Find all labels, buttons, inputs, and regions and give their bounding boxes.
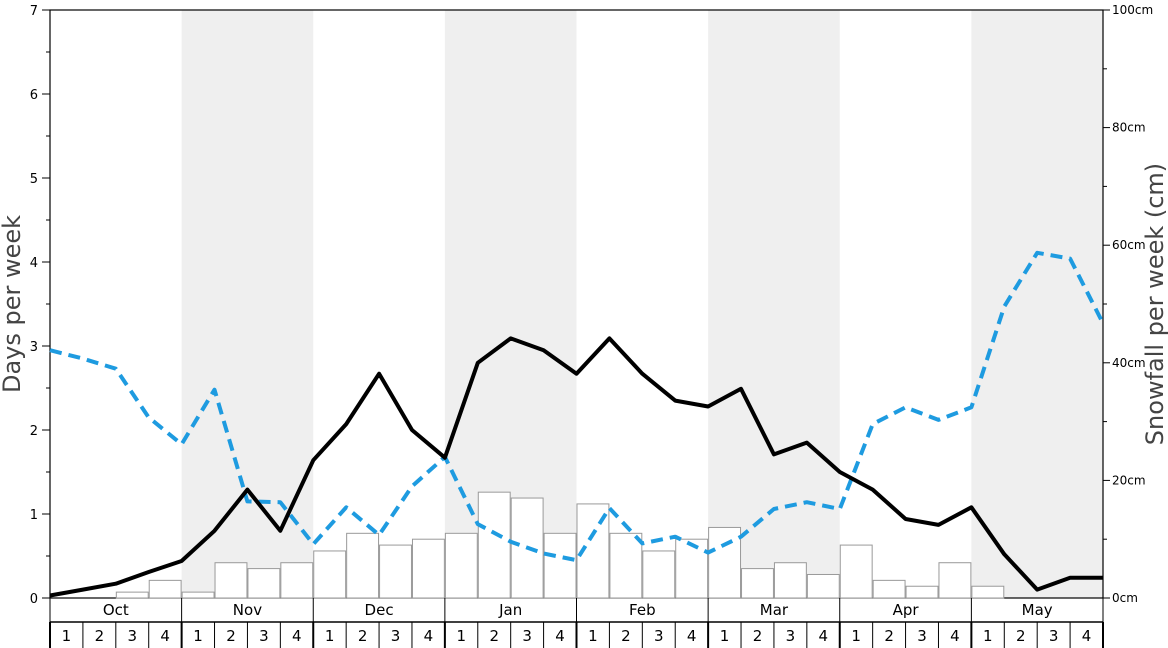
week-label: 3 — [259, 627, 269, 645]
right-tick-label: 20cm — [1112, 473, 1146, 487]
snowfall-bar — [444, 532, 478, 599]
month-label-apr: Apr — [893, 601, 920, 619]
snowfall-bar — [411, 538, 445, 599]
left-tick-label: 0 — [30, 592, 38, 607]
week-label: 2 — [621, 627, 631, 645]
series-lines — [49, 250, 1105, 598]
week-label: 4 — [819, 627, 829, 645]
snowfall-bar — [543, 532, 577, 599]
week-label: 3 — [654, 627, 664, 645]
snowfall-bar — [806, 573, 840, 599]
right-tick-label: 0cm — [1112, 591, 1138, 605]
month-label-may: May — [1022, 601, 1053, 619]
week-label: 1 — [588, 627, 598, 645]
week-label: 2 — [1016, 627, 1026, 645]
right-axis-title: Snowfall per week (cm) — [1141, 163, 1168, 445]
week-label: 4 — [424, 627, 434, 645]
week-label: 3 — [917, 627, 927, 645]
week-label: 2 — [753, 627, 763, 645]
week-label: 2 — [226, 627, 236, 645]
week-label: 4 — [950, 627, 960, 645]
month-axis: Oct Nov Dec Jan Feb Mar Apr May — [49, 598, 1104, 622]
month-label-feb: Feb — [629, 601, 656, 619]
snowfall-bar — [872, 579, 906, 599]
week-label: 3 — [522, 627, 532, 645]
snowfall-bar — [773, 562, 807, 599]
week-label: 4 — [1082, 627, 1092, 645]
snowfall-bar — [148, 579, 182, 599]
month-label-jan: Jan — [498, 601, 522, 619]
left-axis-title: Days per week — [0, 215, 26, 393]
week-label: 1 — [193, 627, 203, 645]
black-solid-line — [49, 336, 1103, 598]
snowfall-bar — [905, 585, 939, 599]
left-tick-label: 1 — [30, 508, 38, 523]
snowfall-bar — [642, 550, 676, 599]
week-label: 4 — [687, 627, 697, 645]
left-axis: 0 1 2 3 4 5 6 7 — [30, 4, 50, 607]
left-tick-label: 4 — [30, 256, 38, 271]
week-label: 2 — [884, 627, 894, 645]
left-tick-label: 5 — [30, 172, 38, 187]
left-tick-label: 7 — [30, 4, 38, 19]
week-label: 1 — [62, 627, 72, 645]
shaded-month-bands — [181, 10, 1103, 598]
week-label: 4 — [555, 627, 565, 645]
week-label: 2 — [489, 627, 499, 645]
right-tick-label: 60cm — [1112, 238, 1146, 252]
right-tick-label: 100cm — [1112, 3, 1153, 17]
snowfall-bar — [675, 538, 709, 599]
week-label: 1 — [457, 627, 467, 645]
snowfall-bar — [971, 585, 1005, 599]
snowfall-bar — [181, 591, 215, 599]
snowfall-bar — [115, 591, 149, 599]
snowfall-bar — [938, 562, 972, 599]
week-label: 2 — [358, 627, 368, 645]
right-axis: 0cm 20cm 40cm 60cm 80cm 100cm — [1103, 3, 1153, 605]
snowfall-bar — [214, 562, 248, 599]
month-label-mar: Mar — [760, 601, 789, 619]
snowfall-bar — [280, 562, 314, 599]
right-tick-label: 40cm — [1112, 356, 1146, 370]
week-label: 1 — [851, 627, 861, 645]
week-label: 1 — [983, 627, 993, 645]
week-label: 4 — [160, 627, 170, 645]
left-tick-label: 6 — [30, 88, 38, 103]
snowfall-bar — [839, 544, 873, 599]
snowfall-bar — [247, 568, 281, 599]
left-tick-label: 2 — [30, 424, 38, 439]
month-label-oct: Oct — [103, 601, 129, 619]
month-label-dec: Dec — [365, 601, 394, 619]
snowfall-bar — [477, 491, 511, 599]
week-label: 1 — [325, 627, 335, 645]
month-label-nov: Nov — [233, 601, 262, 619]
snowfall-bar — [346, 532, 380, 599]
week-label: 1 — [720, 627, 730, 645]
week-label: 2 — [95, 627, 105, 645]
week-label: 4 — [292, 627, 302, 645]
right-tick-label: 80cm — [1112, 121, 1146, 135]
week-label: 3 — [786, 627, 796, 645]
snowfall-bar — [313, 550, 347, 599]
week-label: 3 — [1049, 627, 1059, 645]
week-label: 3 — [391, 627, 401, 645]
blue-dashed-line — [49, 250, 1105, 563]
shade-band-mar — [708, 10, 840, 598]
week-label: 3 — [127, 627, 137, 645]
shade-band-may — [971, 10, 1103, 598]
snowfall-bar — [609, 532, 643, 599]
shade-band-nov — [181, 10, 314, 598]
snowfall-bar — [379, 544, 412, 599]
left-tick-label: 3 — [30, 340, 38, 355]
snowfall-bar — [741, 568, 774, 599]
snowfall-bar — [708, 526, 742, 599]
week-axis: 1 2 3 4 1 2 3 4 1 2 3 4 1 2 3 4 1 2 3 4 1 2 3 4 1 2 3 4 1 2 3 4 — [49, 621, 1104, 648]
